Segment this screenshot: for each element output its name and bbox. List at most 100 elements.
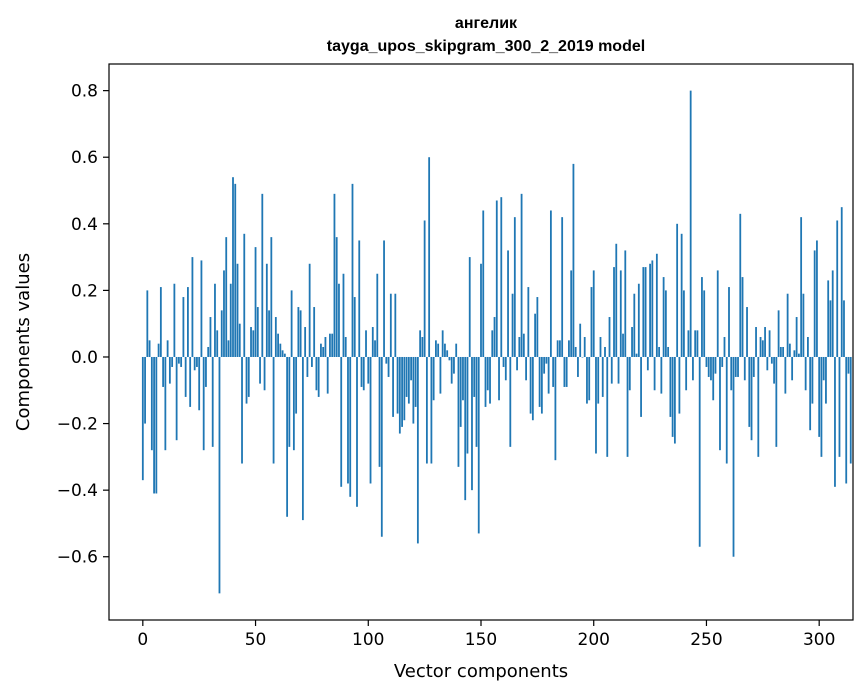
bar	[809, 356, 812, 431]
bar	[712, 356, 715, 401]
bar	[380, 356, 383, 537]
bar	[401, 356, 403, 427]
bar	[775, 356, 778, 447]
bar	[608, 317, 611, 357]
bar	[308, 263, 311, 357]
bar	[202, 356, 205, 451]
bar	[430, 356, 433, 464]
bar	[412, 356, 415, 424]
bar	[187, 287, 189, 357]
bar	[254, 247, 257, 357]
bar	[191, 257, 194, 357]
bars-group	[141, 90, 852, 594]
y-tick-label: −0.2	[57, 415, 98, 435]
bar	[583, 337, 586, 357]
bar	[419, 330, 422, 357]
bar	[340, 356, 343, 487]
bar	[144, 356, 146, 424]
bar	[687, 330, 690, 357]
bar	[177, 356, 180, 364]
bar	[529, 356, 532, 414]
bar	[464, 356, 467, 501]
bar	[617, 356, 620, 384]
bar	[831, 270, 834, 357]
y-tick-label: −0.4	[57, 481, 98, 501]
bar	[748, 356, 751, 427]
bar	[766, 356, 769, 371]
bar	[592, 270, 595, 357]
bar	[261, 193, 264, 357]
bar	[610, 356, 613, 384]
bar	[525, 356, 527, 381]
bar	[543, 356, 546, 374]
bar	[484, 356, 487, 407]
y-tick-label: 0.2	[71, 281, 98, 301]
bar	[466, 356, 469, 454]
bar	[331, 333, 334, 357]
bar	[333, 193, 336, 357]
bar	[721, 356, 724, 367]
bar	[480, 263, 482, 357]
x-tick-label: 50	[245, 630, 267, 650]
bar	[498, 356, 500, 401]
bar	[173, 283, 176, 357]
bar	[782, 346, 785, 357]
bar	[317, 356, 320, 397]
bar	[146, 290, 149, 357]
bar	[189, 356, 192, 407]
bar	[141, 356, 144, 481]
bar	[577, 356, 579, 377]
bar	[335, 237, 338, 357]
bar	[845, 356, 848, 484]
bar	[716, 270, 719, 357]
bar	[504, 356, 507, 381]
bar	[329, 333, 331, 357]
bar	[628, 356, 631, 391]
bar	[155, 356, 158, 494]
bar	[676, 223, 679, 357]
bar	[531, 356, 534, 421]
bar	[234, 183, 237, 357]
bar	[394, 293, 397, 357]
bar	[662, 277, 665, 357]
bar	[200, 260, 203, 357]
bar	[807, 337, 809, 357]
bar	[664, 290, 667, 357]
bar	[218, 356, 221, 594]
bar	[475, 356, 478, 447]
bar	[241, 356, 243, 464]
bar	[389, 293, 392, 357]
bar	[800, 217, 803, 357]
bar	[601, 356, 604, 397]
bar	[198, 356, 201, 411]
bar	[182, 297, 185, 357]
bar	[459, 356, 462, 427]
bar	[229, 283, 232, 357]
bar	[446, 350, 449, 357]
bar	[342, 273, 345, 357]
bar	[563, 356, 566, 387]
bar	[703, 290, 706, 357]
bar	[818, 356, 821, 437]
bar	[322, 346, 325, 357]
bar	[534, 313, 537, 357]
bar	[441, 330, 444, 357]
bar	[448, 356, 451, 361]
bar	[455, 343, 458, 357]
bar	[376, 273, 379, 357]
bar	[797, 353, 800, 357]
bar	[770, 356, 773, 364]
bar	[728, 287, 730, 357]
bar	[500, 197, 503, 357]
x-tick-label: 0	[137, 630, 148, 650]
bar	[626, 356, 629, 457]
bar	[527, 287, 530, 357]
bar	[710, 356, 712, 381]
bar	[786, 293, 789, 357]
bar	[737, 356, 739, 377]
bar	[622, 333, 624, 357]
bar	[836, 220, 839, 357]
bar	[559, 340, 561, 357]
